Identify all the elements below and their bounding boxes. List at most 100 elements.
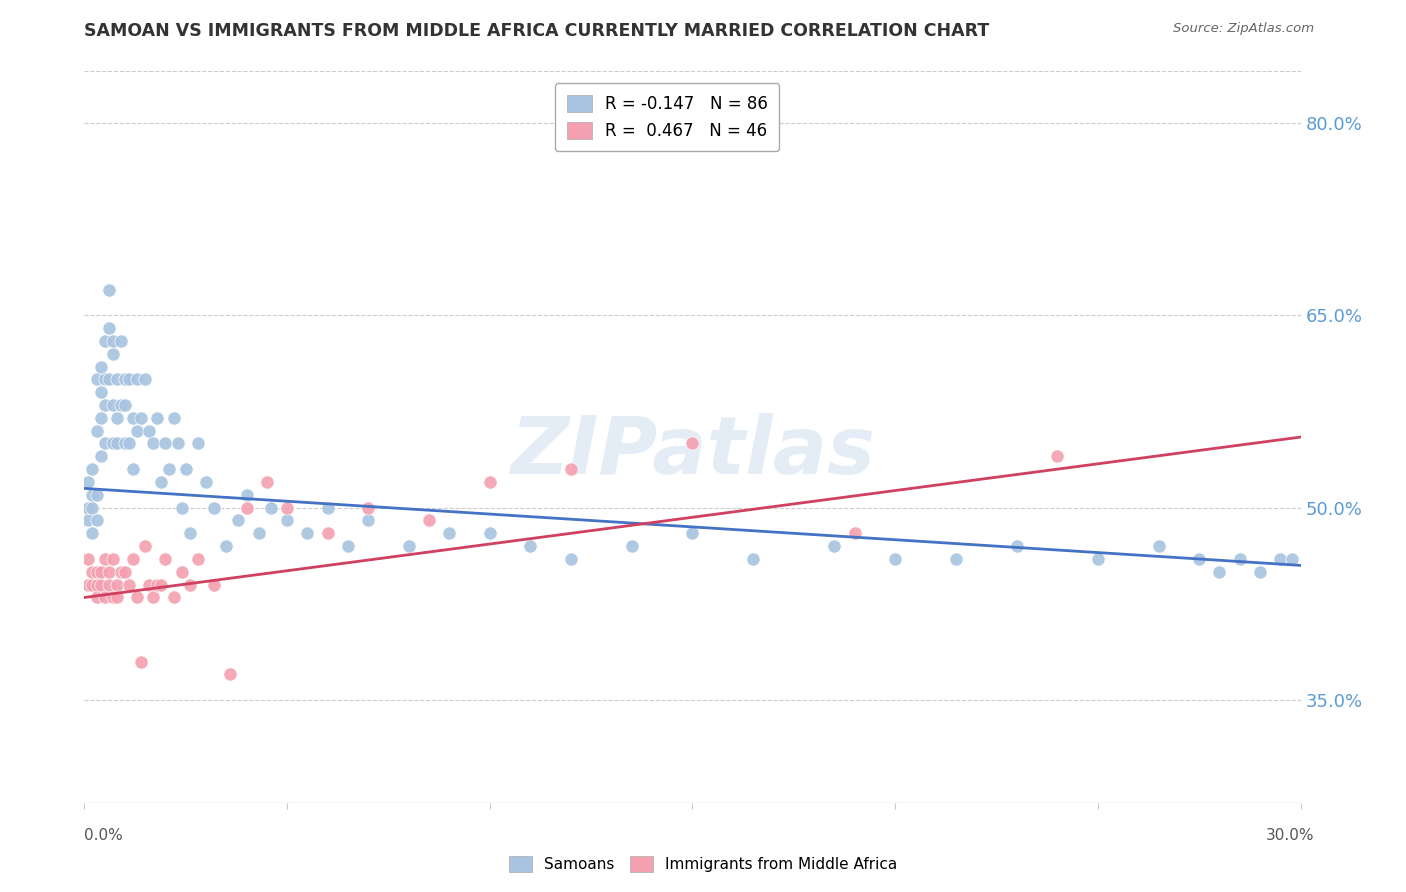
Point <box>142 436 165 450</box>
Point <box>256 475 278 489</box>
Point <box>297 526 319 541</box>
Text: SAMOAN VS IMMIGRANTS FROM MIDDLE AFRICA CURRENTLY MARRIED CORRELATION CHART: SAMOAN VS IMMIGRANTS FROM MIDDLE AFRICA … <box>84 22 990 40</box>
Point <box>357 514 380 528</box>
Point <box>125 372 148 386</box>
Point <box>86 372 108 386</box>
Point <box>90 385 112 400</box>
Point <box>823 539 845 553</box>
Point <box>86 514 108 528</box>
Point <box>86 488 108 502</box>
Point <box>742 552 765 566</box>
Legend: Samoans, Immigrants from Middle Africa: Samoans, Immigrants from Middle Africa <box>502 848 904 880</box>
Point <box>93 372 115 386</box>
Point <box>82 488 104 502</box>
Point <box>86 565 108 579</box>
Point <box>146 410 169 425</box>
Point <box>122 552 145 566</box>
Point <box>93 334 115 348</box>
Point <box>97 577 120 591</box>
Point <box>105 591 128 605</box>
Point <box>101 398 124 412</box>
Point <box>439 526 461 541</box>
Point <box>1208 565 1230 579</box>
Point <box>478 475 501 489</box>
Point <box>93 436 115 450</box>
Point <box>1087 552 1109 566</box>
Point <box>519 539 541 553</box>
Point <box>1281 552 1303 566</box>
Point <box>138 424 160 438</box>
Point <box>82 526 104 541</box>
Point <box>114 565 136 579</box>
Point <box>105 372 128 386</box>
Point <box>276 500 298 515</box>
Point <box>398 539 420 553</box>
Point <box>179 577 201 591</box>
Point <box>260 500 283 515</box>
Point <box>97 283 120 297</box>
Point <box>1147 539 1170 553</box>
Point <box>114 398 136 412</box>
Point <box>560 462 582 476</box>
Point <box>844 526 866 541</box>
Point <box>945 552 967 566</box>
Point <box>620 539 643 553</box>
Point <box>77 475 100 489</box>
Point <box>316 526 339 541</box>
Point <box>82 565 104 579</box>
Point <box>195 475 218 489</box>
Point <box>90 565 112 579</box>
Point <box>82 500 104 515</box>
Point <box>77 577 100 591</box>
Text: Source: ZipAtlas.com: Source: ZipAtlas.com <box>1174 22 1315 36</box>
Point <box>129 410 152 425</box>
Point <box>110 565 132 579</box>
Point <box>125 424 148 438</box>
Point <box>162 591 184 605</box>
Point <box>105 577 128 591</box>
Point <box>101 334 124 348</box>
Point <box>97 565 120 579</box>
Point <box>179 526 201 541</box>
Text: ZIPatlas: ZIPatlas <box>510 413 875 491</box>
Point <box>187 552 209 566</box>
Point <box>125 591 148 605</box>
Point <box>101 436 124 450</box>
Point <box>118 372 141 386</box>
Point <box>219 667 242 681</box>
Point <box>101 552 124 566</box>
Point <box>215 539 238 553</box>
Point <box>170 500 193 515</box>
Point <box>202 500 225 515</box>
Point <box>155 552 177 566</box>
Point <box>82 462 104 476</box>
Point <box>90 450 112 464</box>
Legend: R = -0.147   N = 86, R =  0.467   N = 46: R = -0.147 N = 86, R = 0.467 N = 46 <box>555 83 779 152</box>
Point <box>166 436 188 450</box>
Point <box>235 488 257 502</box>
Point <box>77 514 100 528</box>
Point <box>93 398 115 412</box>
Point <box>316 500 339 515</box>
Point <box>155 436 177 450</box>
Point <box>90 359 112 374</box>
Point <box>114 436 136 450</box>
Point <box>110 334 132 348</box>
Point <box>93 552 115 566</box>
Point <box>114 372 136 386</box>
Point <box>247 526 270 541</box>
Point <box>122 462 145 476</box>
Point <box>1046 450 1069 464</box>
Point <box>162 410 184 425</box>
Point <box>150 475 173 489</box>
Point <box>77 552 100 566</box>
Point <box>336 539 359 553</box>
Point <box>86 577 108 591</box>
Point <box>1188 552 1211 566</box>
Point <box>110 398 132 412</box>
Point <box>357 500 380 515</box>
Point <box>129 655 152 669</box>
Point <box>202 577 225 591</box>
Point <box>1249 565 1271 579</box>
Point <box>122 410 145 425</box>
